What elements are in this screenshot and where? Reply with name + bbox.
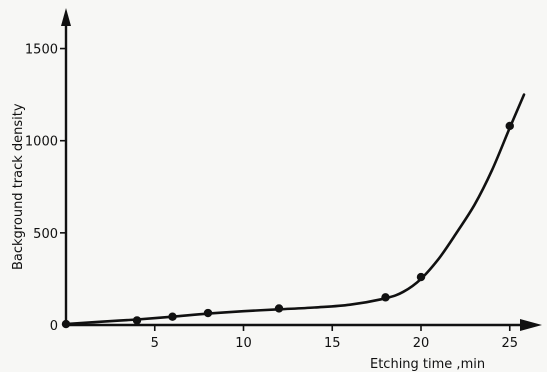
y-tick-label: 1000 bbox=[25, 135, 58, 150]
data-point bbox=[381, 293, 390, 302]
data-point bbox=[132, 316, 142, 325]
data-point bbox=[274, 304, 284, 313]
fit-curve bbox=[64, 93, 526, 326]
x-tick-label: 20 bbox=[413, 336, 430, 351]
y-axis-title: Background track density bbox=[11, 103, 26, 270]
ticks: 5 10 15 20 25 0 500 1000 1500 bbox=[25, 43, 518, 351]
x-axis-arrow bbox=[520, 319, 542, 331]
data-point bbox=[505, 121, 514, 131]
x-axis-title: Etching time ,min bbox=[370, 357, 485, 372]
y-axis-arrow bbox=[61, 8, 71, 26]
y-tick-label: 500 bbox=[33, 227, 58, 242]
y-tick-label: 0 bbox=[50, 319, 58, 334]
data-point bbox=[203, 308, 213, 318]
axes bbox=[61, 8, 542, 331]
x-tick-label: 10 bbox=[235, 336, 252, 351]
x-tick-label: 5 bbox=[151, 336, 159, 351]
x-tick-label: 15 bbox=[324, 336, 341, 351]
data-point bbox=[61, 319, 71, 329]
y-tick-label: 1500 bbox=[25, 43, 58, 58]
data-points bbox=[61, 121, 514, 329]
x-tick-label: 25 bbox=[501, 336, 518, 351]
data-point bbox=[416, 272, 426, 282]
data-point bbox=[168, 312, 177, 321]
